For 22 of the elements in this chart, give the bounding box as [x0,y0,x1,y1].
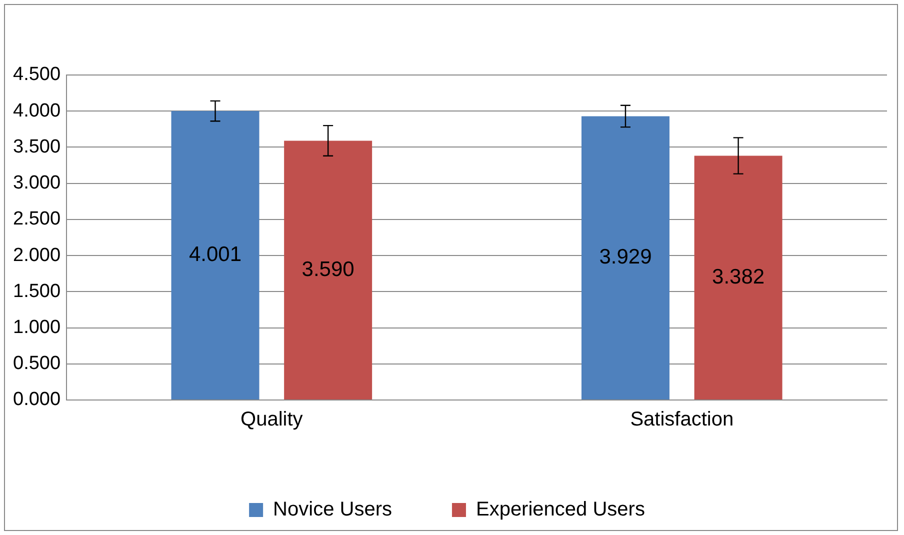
y-tick-label: 3.000 [13,172,61,194]
y-tick-label: 3.500 [13,136,61,158]
y-tick-label: 2.500 [13,208,61,230]
data-label: 3.929 [599,246,652,269]
x-tick-label: Quality [240,408,303,431]
data-label: 3.590 [302,258,354,281]
y-tick-label: 1.000 [13,317,61,338]
y-tick-label: 0.500 [13,353,61,374]
y-tick-label: 0.000 [13,389,61,410]
bar [284,140,372,400]
y-tick-label: 4.500 [13,64,61,86]
legend-label: Experienced Users [476,498,645,521]
y-tick-label: 1.500 [13,280,61,302]
y-tick-label: 2.000 [13,244,61,266]
bar [171,111,260,400]
bar [694,156,782,400]
data-label: 3.382 [712,265,765,288]
data-label: 4.001 [188,243,242,266]
y-tick-label: 4.000 [13,100,61,122]
x-tick-label: Satisfaction [630,408,734,431]
bar [581,116,670,400]
legend-label: Novice Users [273,498,392,521]
